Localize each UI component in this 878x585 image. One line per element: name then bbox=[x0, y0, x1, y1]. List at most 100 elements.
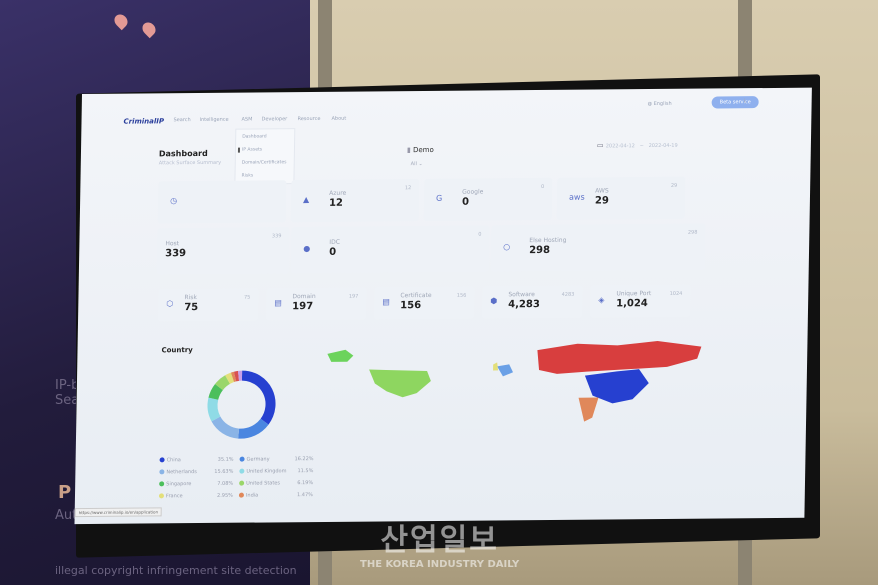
legend-pct: 11.5% bbox=[297, 468, 314, 475]
card-label: Unique Port bbox=[616, 290, 652, 298]
stat-card[interactable]: G Google 0 0 bbox=[423, 177, 553, 222]
user-menu[interactable]: L bbox=[743, 98, 747, 105]
map-russia bbox=[537, 341, 702, 374]
stat-card[interactable]: ⬢ Software 4,283 4283 bbox=[481, 285, 583, 319]
legend-dot bbox=[239, 456, 245, 462]
azure-icon: ▲ bbox=[303, 195, 310, 205]
clock-icon: ◷ bbox=[170, 196, 178, 206]
legend-pct: 1.47% bbox=[296, 492, 313, 499]
legend-pct: 35.1% bbox=[217, 456, 234, 463]
language-selector[interactable]: ◍ English bbox=[647, 100, 672, 108]
card-badge: 29 bbox=[670, 182, 678, 189]
legend-name: China bbox=[166, 457, 181, 464]
status-bar-url: https://www.criminalip.io/en/application bbox=[74, 507, 163, 518]
stat-card[interactable]: ◈ Unique Port 1,024 1024 bbox=[589, 284, 691, 318]
card-badge: 197 bbox=[348, 293, 359, 300]
stat-card[interactable]: Host 339 339 bbox=[156, 227, 290, 275]
port-icon: ◈ bbox=[598, 295, 605, 305]
card-badge: 339 bbox=[271, 233, 282, 240]
asm-dropdown: Dashboard IP Assets Domain/Certificates Ris… bbox=[234, 128, 296, 185]
stat-card[interactable]: ⬡ Risk 75 75 bbox=[158, 288, 259, 322]
legend-dot bbox=[238, 492, 244, 498]
legend-pct: 6.19% bbox=[297, 480, 314, 487]
nav-about[interactable]: About bbox=[331, 115, 347, 122]
legend-name: France bbox=[165, 493, 183, 500]
filter-select[interactable]: All ⌄ bbox=[410, 161, 423, 168]
legend-name: United Kingdom bbox=[246, 468, 287, 475]
beta-service-button[interactable]: Beta service bbox=[711, 96, 759, 109]
card-value: 0 bbox=[329, 246, 337, 258]
legend-item: Singapore 7.08% bbox=[159, 481, 233, 488]
map-united-states bbox=[369, 369, 431, 398]
card-value: 156 bbox=[400, 300, 422, 312]
stat-card[interactable]: ○ Else Hosting 298 298 bbox=[490, 223, 706, 272]
legend-name: Netherlands bbox=[166, 469, 197, 476]
card-value: 339 bbox=[165, 248, 187, 260]
nav-search[interactable]: Search bbox=[173, 117, 191, 124]
donut-slice-netherlands bbox=[211, 416, 240, 439]
nav-resource[interactable]: Resource bbox=[297, 115, 321, 123]
card-badge: 12 bbox=[404, 185, 412, 192]
logo[interactable]: CriminalIP bbox=[123, 117, 165, 126]
banner-text: P bbox=[58, 482, 72, 503]
stat-card[interactable]: ▲ Azure 12 12 bbox=[290, 179, 420, 223]
monitor-screen: CriminalIP Search Intelligence ASM Develope… bbox=[74, 87, 812, 525]
card-value: 0 bbox=[461, 196, 470, 208]
dropdown-item[interactable]: IP Assets bbox=[237, 147, 263, 153]
country-donut bbox=[207, 370, 276, 439]
card-label: Azure bbox=[329, 189, 347, 197]
donut-slice-singapore bbox=[208, 383, 223, 400]
card-value: 197 bbox=[292, 301, 314, 313]
card-value: 298 bbox=[529, 244, 551, 257]
legend-item: Germany 16.22% bbox=[239, 456, 314, 463]
card-value: 12 bbox=[328, 197, 344, 209]
legend-dot bbox=[239, 468, 245, 474]
stat-card[interactable]: ▤ Certificate 156 156 bbox=[373, 286, 475, 320]
card-badge: 298 bbox=[687, 229, 698, 236]
dropdown-item[interactable]: Domain/Certificates bbox=[241, 160, 287, 166]
card-label: IDC bbox=[329, 238, 340, 246]
legend-item: China 35.1% bbox=[159, 456, 234, 464]
card-label: Domain bbox=[292, 292, 316, 301]
donut-slice-france bbox=[225, 372, 235, 384]
project-selector[interactable]: ▮ Demo bbox=[406, 145, 434, 155]
dropdown-item[interactable]: Risks bbox=[241, 173, 254, 179]
donut-slice-other bbox=[238, 370, 243, 381]
nav-asm[interactable]: ASM bbox=[241, 116, 253, 123]
stat-card[interactable]: ▤ Domain 197 197 bbox=[265, 287, 367, 321]
hosting-icon: ○ bbox=[503, 242, 511, 252]
nav-developer[interactable]: Developer bbox=[261, 116, 288, 123]
stat-card[interactable]: ◷ bbox=[157, 180, 287, 224]
legend-name: Germany bbox=[246, 456, 270, 463]
domain-icon: ▤ bbox=[274, 298, 282, 308]
card-badge: 4283 bbox=[561, 291, 575, 298]
legend-pct: 7.08% bbox=[217, 480, 234, 487]
legend-pct: 2.95% bbox=[217, 492, 233, 499]
card-label: Certificate bbox=[400, 291, 432, 300]
map-india bbox=[578, 397, 599, 422]
card-label: Host bbox=[165, 240, 180, 248]
legend-name: India bbox=[245, 492, 259, 499]
stat-card[interactable]: aws AWS 29 29 bbox=[556, 176, 686, 220]
legend-name: Singapore bbox=[166, 481, 192, 488]
stat-card[interactable]: ● IDC 0 0 bbox=[290, 225, 490, 274]
legend-dot bbox=[159, 469, 165, 475]
legend-item: United States 6.19% bbox=[239, 480, 313, 487]
legend-item: United Kingdom 11.5% bbox=[239, 468, 313, 475]
map-alaska bbox=[327, 349, 354, 362]
donut-slice-germany bbox=[238, 418, 269, 439]
date-range[interactable]: ▭ 2022-04-12 ~ 2022-04-19 bbox=[596, 141, 678, 150]
card-label: AWS bbox=[595, 187, 609, 195]
risk-icon: ⬡ bbox=[166, 299, 174, 309]
card-label: Else Hosting bbox=[529, 236, 567, 245]
idc-icon: ● bbox=[303, 244, 311, 254]
donut-slice-united-states bbox=[215, 375, 230, 391]
donut-slice-india bbox=[230, 371, 237, 383]
card-value: 1,024 bbox=[616, 298, 648, 310]
page-title: Dashboard bbox=[158, 148, 208, 159]
card-label: Google bbox=[462, 188, 484, 196]
legend-name: United States bbox=[246, 480, 281, 487]
nav-intelligence[interactable]: Intelligence bbox=[199, 116, 229, 123]
page-subtitle: Attack Surface Summary bbox=[158, 159, 222, 167]
dropdown-item[interactable]: Dashboard bbox=[242, 134, 267, 140]
